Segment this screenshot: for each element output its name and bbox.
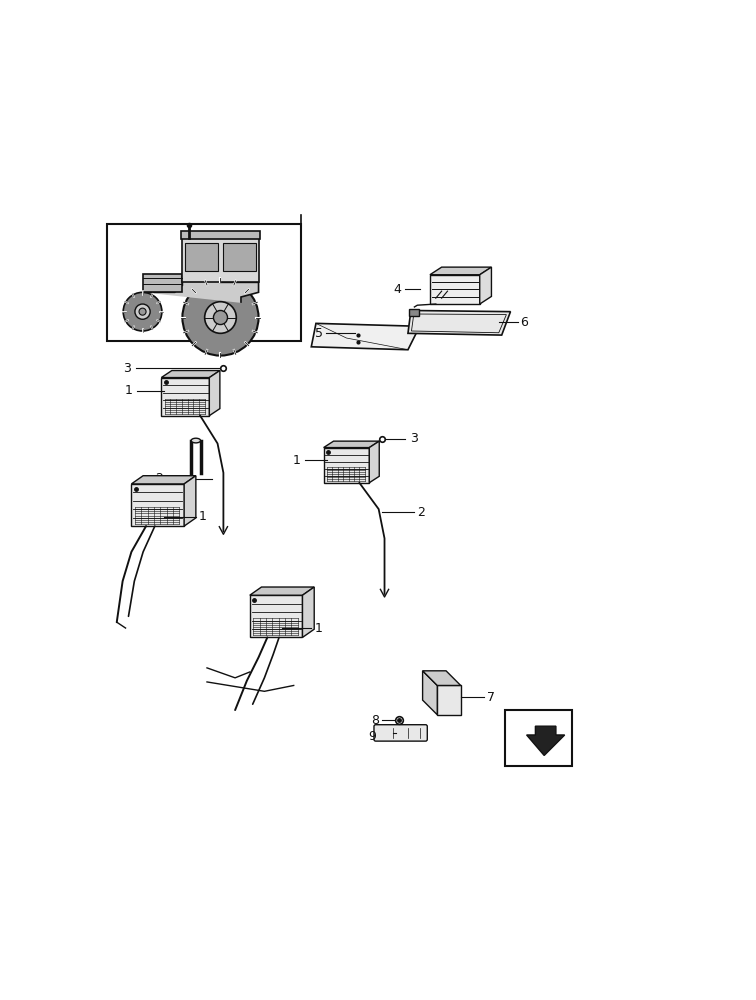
Polygon shape [480, 267, 491, 304]
Polygon shape [527, 726, 565, 755]
Text: 3: 3 [123, 362, 131, 375]
Polygon shape [302, 587, 314, 637]
Polygon shape [143, 274, 259, 303]
Circle shape [135, 304, 150, 319]
Polygon shape [430, 267, 491, 275]
Polygon shape [437, 685, 460, 715]
Polygon shape [324, 441, 380, 448]
Polygon shape [209, 371, 220, 416]
Polygon shape [369, 441, 380, 483]
Polygon shape [184, 476, 196, 526]
Polygon shape [249, 595, 302, 637]
Polygon shape [182, 238, 259, 282]
Polygon shape [423, 671, 437, 715]
Circle shape [139, 308, 146, 315]
Polygon shape [430, 275, 480, 304]
Text: 2: 2 [155, 472, 163, 485]
Text: 3: 3 [410, 432, 417, 445]
FancyBboxPatch shape [374, 725, 427, 741]
Circle shape [205, 302, 237, 333]
Bar [408, 309, 419, 316]
Polygon shape [423, 671, 460, 685]
Text: 1: 1 [125, 384, 132, 397]
Polygon shape [161, 371, 220, 378]
Text: 7: 7 [487, 691, 495, 704]
Polygon shape [249, 587, 314, 595]
Text: 6: 6 [520, 316, 528, 329]
Polygon shape [143, 274, 182, 292]
Polygon shape [408, 310, 510, 335]
Bar [504, 710, 572, 766]
Text: 1: 1 [314, 622, 322, 635]
Text: 5: 5 [315, 327, 323, 340]
Text: 4: 4 [393, 283, 401, 296]
Text: 1: 1 [199, 510, 206, 523]
Bar [224, 243, 256, 271]
Text: 8: 8 [370, 714, 379, 727]
Polygon shape [324, 448, 369, 483]
Bar [107, 224, 301, 341]
Polygon shape [311, 323, 420, 350]
Polygon shape [181, 231, 260, 239]
Polygon shape [161, 378, 209, 416]
Text: 1: 1 [293, 454, 301, 467]
Polygon shape [132, 484, 184, 526]
Text: 2: 2 [417, 506, 425, 519]
Circle shape [182, 279, 259, 356]
Text: 9: 9 [368, 730, 376, 743]
Bar [185, 243, 218, 271]
Circle shape [123, 292, 162, 331]
Circle shape [213, 310, 228, 325]
Ellipse shape [191, 438, 200, 443]
Polygon shape [132, 476, 196, 484]
